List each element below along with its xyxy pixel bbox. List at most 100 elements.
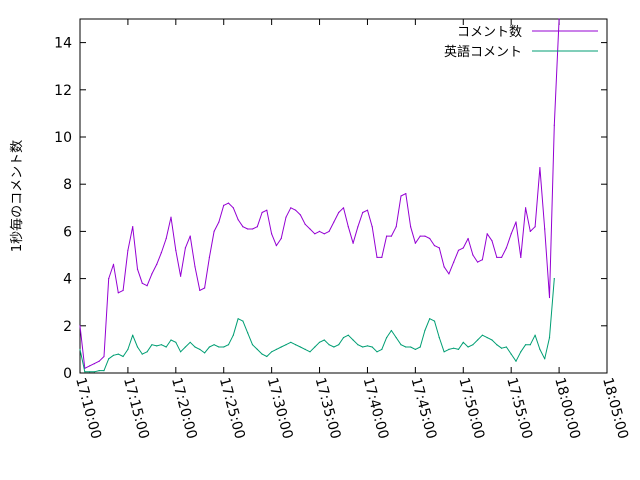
data-point (347, 334, 349, 336)
data-point (156, 263, 158, 265)
data-point (386, 337, 388, 339)
data-point (323, 339, 325, 341)
data-point (539, 167, 541, 169)
data-point (553, 278, 555, 280)
data-point (180, 351, 182, 353)
y-tick-label: 6 (63, 224, 72, 240)
data-point (400, 344, 402, 346)
y-tick-label: 14 (54, 36, 72, 52)
data-point (510, 353, 512, 355)
data-point (548, 337, 551, 339)
data-point (448, 273, 450, 275)
x-tick-label: 18:05:00 (599, 376, 631, 441)
data-point (448, 348, 450, 350)
y-tick-label: 0 (63, 366, 72, 382)
data-point (256, 226, 258, 228)
data-point (204, 352, 206, 354)
x-tick-label: 17:50:00 (455, 376, 487, 441)
x-tick-label: 17:40:00 (360, 376, 392, 441)
data-point (505, 346, 507, 348)
data-point (515, 221, 517, 223)
data-point (247, 228, 249, 230)
series-1 (79, 18, 560, 369)
data-point (295, 209, 297, 211)
data-point (467, 237, 469, 240)
data-point (132, 334, 134, 336)
data-point (218, 221, 220, 223)
data-point (112, 263, 115, 265)
data-point (419, 346, 421, 348)
data-point (314, 233, 316, 235)
data-point (333, 221, 335, 223)
data-point (328, 344, 330, 346)
x-axis-ticks: 17:10:00 17:15:00 17:20:00 17:25:00 17:30:00… (72, 19, 631, 441)
data-point (529, 230, 531, 232)
data-point (218, 346, 220, 348)
data-point (199, 289, 201, 291)
data-point (381, 256, 383, 258)
data-point (117, 292, 119, 294)
data-point (381, 348, 383, 350)
data-point (443, 351, 445, 353)
data-point (539, 348, 541, 350)
data-point (462, 341, 464, 343)
data-point (275, 245, 277, 247)
data-point (280, 237, 282, 240)
data-point (333, 346, 335, 348)
data-point (501, 347, 503, 349)
data-point (520, 256, 522, 258)
data-point (251, 344, 254, 346)
data-point (491, 339, 493, 341)
y-tick-label: 12 (54, 83, 72, 99)
data-point (170, 339, 172, 341)
data-point (390, 235, 392, 237)
data-point (290, 207, 292, 209)
data-point (299, 346, 301, 348)
data-point (371, 346, 373, 348)
data-point (213, 344, 215, 346)
data-point (419, 235, 421, 237)
data-point (160, 252, 162, 254)
data-point (251, 228, 254, 230)
data-point (304, 348, 306, 350)
y-tick-label: 10 (54, 130, 72, 146)
data-point (462, 247, 464, 249)
data-point (328, 230, 330, 232)
data-point (457, 249, 460, 251)
data-point (433, 320, 436, 322)
x-tick-label: 17:35:00 (312, 376, 344, 441)
data-point (151, 344, 153, 346)
legend-label: コメント数 (457, 25, 522, 40)
data-point (160, 344, 162, 346)
data-point (544, 228, 546, 230)
data-point (93, 371, 95, 373)
data-point (438, 247, 440, 249)
data-point (184, 247, 186, 249)
data-point (108, 358, 110, 360)
data-point (486, 337, 488, 339)
data-point (304, 223, 306, 225)
data-point (208, 346, 210, 348)
data-point (199, 348, 201, 350)
data-point (271, 233, 273, 235)
data-point (285, 344, 287, 346)
data-point (338, 344, 340, 346)
data-point (414, 348, 416, 350)
data-point (376, 351, 378, 353)
data-point (275, 348, 277, 350)
data-point (429, 237, 431, 240)
data-point (227, 344, 230, 346)
data-point (122, 355, 124, 358)
data-point (501, 256, 503, 258)
data-point (477, 261, 479, 263)
data-point (98, 370, 100, 372)
x-tick-label: 17:55:00 (503, 376, 535, 441)
data-point (352, 339, 354, 341)
data-point (232, 334, 234, 336)
data-point (357, 344, 359, 346)
y-tick-label: 8 (63, 177, 72, 193)
data-point (122, 289, 124, 291)
data-point (132, 226, 134, 228)
data-point (386, 235, 388, 237)
